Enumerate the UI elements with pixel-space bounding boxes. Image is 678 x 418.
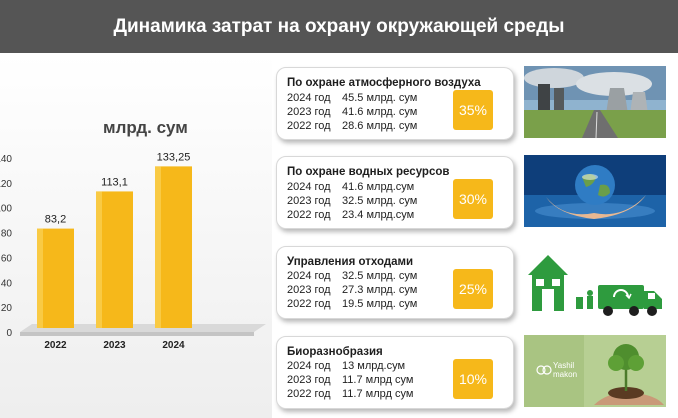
row-year: 2023 год bbox=[287, 284, 331, 296]
row-year: 2024 год bbox=[287, 360, 331, 372]
card-row: 2024 год 45.5 млрд. сум bbox=[287, 92, 417, 104]
card-row: 2023 год 32.5 млрд. сум bbox=[287, 195, 417, 207]
percent-badge: 35% bbox=[453, 90, 493, 130]
x-tick-label: 2024 bbox=[162, 340, 185, 351]
recycling-truck-icon bbox=[524, 245, 666, 317]
row-value: 32.5 млрд. сум bbox=[342, 195, 418, 207]
card-row: 2022 год 11.7 млрд сум bbox=[287, 388, 413, 400]
bar bbox=[96, 191, 133, 328]
chart-unit-label: млрд. сум bbox=[103, 118, 188, 137]
industrial-smokestacks-icon bbox=[524, 66, 666, 138]
x-tick-label: 2022 bbox=[44, 340, 67, 351]
row-year: 2023 год bbox=[287, 374, 331, 386]
yashil-makon-logo: Yashil makon bbox=[553, 361, 578, 379]
y-tick-label: 20 bbox=[1, 303, 13, 314]
bar-chart: 0 20 40 60 80 100 120 140 83,2 113,1 133,25 2022 2… bbox=[0, 151, 266, 351]
row-value: 45.5 млрд. сум bbox=[342, 92, 418, 104]
card-row: 2024 год 32.5 млрд. сум bbox=[287, 270, 417, 282]
row-year: 2024 год bbox=[287, 92, 331, 104]
bar-value-label: 133,25 bbox=[157, 151, 191, 163]
row-year: 2024 год bbox=[287, 270, 331, 282]
row-value: 23.4 млрд.сум bbox=[342, 209, 415, 221]
y-tick-label: 80 bbox=[1, 229, 13, 240]
card-title: Управления отходами bbox=[287, 256, 414, 268]
row-value: 11.7 млрд сум bbox=[342, 374, 414, 386]
page-title: Динамика затрат на охрану окружающей сре… bbox=[113, 15, 565, 37]
card-title: Биоразнобразия bbox=[287, 346, 383, 358]
card-row: 2023 год 27.3 млрд. сум bbox=[287, 284, 417, 296]
row-value: 27.3 млрд. сум bbox=[342, 284, 418, 296]
chart-floor-edge bbox=[20, 332, 254, 336]
percent-badge: 25% bbox=[453, 269, 493, 309]
bar bbox=[155, 166, 192, 328]
card-row: 2022 год 23.4 млрд.сум bbox=[287, 209, 414, 221]
row-value: 11.7 млрд сум bbox=[342, 388, 414, 400]
bar bbox=[37, 228, 74, 328]
card-row: 2023 год 41.6 млрд. сум bbox=[287, 106, 417, 118]
chart-floor-top bbox=[20, 324, 266, 332]
card-air: По охране атмосферного воздуха 2024 год 4… bbox=[276, 67, 514, 140]
row-value: 19.5 млрд. сум bbox=[342, 298, 418, 310]
row-year: 2022 год bbox=[287, 298, 331, 310]
bar-highlight bbox=[155, 166, 161, 328]
bar-highlight bbox=[37, 228, 43, 328]
row-year: 2022 год bbox=[287, 209, 331, 221]
y-tick-label: 140 bbox=[0, 154, 12, 165]
row-value: 28.6 млрд. сум bbox=[342, 120, 418, 132]
card-row: 2024 год 41.6 млрд.сум bbox=[287, 181, 414, 193]
percent-badge: 10% bbox=[453, 359, 493, 399]
y-tick-label: 40 bbox=[1, 278, 13, 289]
card-title: По охране атмосферного воздуха bbox=[287, 77, 481, 89]
y-tick-label: 0 bbox=[6, 328, 12, 339]
row-year: 2023 год bbox=[287, 195, 331, 207]
x-tick-label: 2023 bbox=[103, 340, 126, 351]
card-row: 2023 год 11.7 млрд сум bbox=[287, 374, 413, 386]
card-title: По охране водных ресурсов bbox=[287, 166, 450, 178]
row-year: 2024 год bbox=[287, 181, 331, 193]
card-waste: Управления отходами 2024 год 32.5 млрд. с… bbox=[276, 246, 514, 319]
y-tick-label: 100 bbox=[0, 204, 12, 215]
card-row: 2022 год 19.5 млрд. сум bbox=[287, 298, 417, 310]
chart-floor bbox=[20, 324, 266, 336]
row-year: 2023 год bbox=[287, 106, 331, 118]
bar-value-label: 113,1 bbox=[101, 176, 128, 188]
row-value: 41.6 млрд. сум bbox=[342, 106, 418, 118]
card-row: 2024 год 13 млрд.сум bbox=[287, 360, 405, 372]
title-bar: Динамика затрат на охрану окружающей сре… bbox=[0, 0, 678, 53]
bar-highlight bbox=[96, 191, 102, 328]
card-water: По охране водных ресурсов 2024 год 41.6 м… bbox=[276, 156, 514, 229]
row-value: 13 млрд.сум bbox=[342, 360, 406, 372]
row-value: 41.6 млрд.сум bbox=[342, 181, 415, 193]
row-year: 2022 год bbox=[287, 120, 331, 132]
row-value: 32.5 млрд. сум bbox=[342, 270, 418, 282]
card-row: 2022 год 28.6 млрд. сум bbox=[287, 120, 417, 132]
card-biodiversity: Биоразнобразия 2024 год 13 млрд.сум 2023 … bbox=[276, 336, 514, 409]
y-tick-label: 60 bbox=[1, 253, 13, 264]
earth-in-hands-icon bbox=[524, 155, 666, 227]
row-year: 2022 год bbox=[287, 388, 331, 400]
percent-badge: 30% bbox=[453, 179, 493, 219]
bar-value-label: 83,2 bbox=[45, 214, 66, 226]
y-tick-label: 120 bbox=[0, 179, 12, 190]
sapling-in-hands-icon: Yashil makon bbox=[524, 335, 666, 407]
